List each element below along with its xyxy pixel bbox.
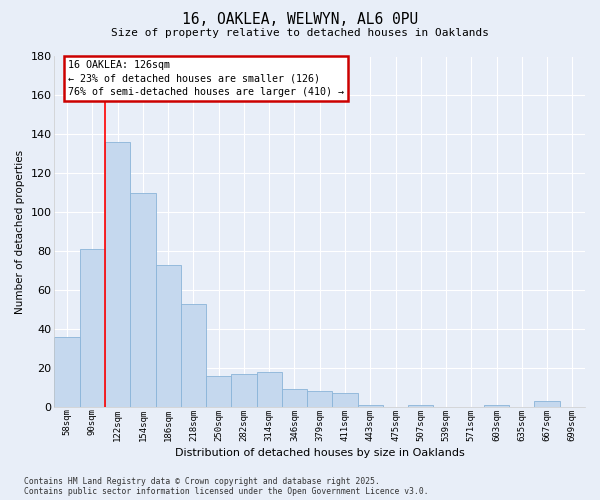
Bar	[55, 337, 80, 407]
Bar	[332, 394, 358, 407]
Text: 16 OAKLEA: 126sqm
← 23% of detached houses are smaller (126)
76% of semi-detache: 16 OAKLEA: 126sqm ← 23% of detached hous…	[68, 60, 344, 97]
Bar	[307, 392, 332, 407]
Bar	[130, 193, 155, 407]
Bar	[535, 401, 560, 407]
Bar	[282, 390, 307, 407]
Bar	[155, 265, 181, 407]
Text: 16, OAKLEA, WELWYN, AL6 0PU: 16, OAKLEA, WELWYN, AL6 0PU	[182, 12, 418, 26]
Bar	[181, 304, 206, 407]
Bar	[206, 376, 232, 407]
Y-axis label: Number of detached properties: Number of detached properties	[15, 150, 25, 314]
Bar	[257, 372, 282, 407]
Bar	[408, 405, 433, 407]
X-axis label: Distribution of detached houses by size in Oaklands: Distribution of detached houses by size …	[175, 448, 464, 458]
Bar	[358, 405, 383, 407]
Bar	[80, 249, 105, 407]
Bar	[105, 142, 130, 407]
Text: Contains HM Land Registry data © Crown copyright and database right 2025.
Contai: Contains HM Land Registry data © Crown c…	[24, 476, 428, 496]
Text: Size of property relative to detached houses in Oaklands: Size of property relative to detached ho…	[111, 28, 489, 38]
Bar	[484, 405, 509, 407]
Bar	[232, 374, 257, 407]
